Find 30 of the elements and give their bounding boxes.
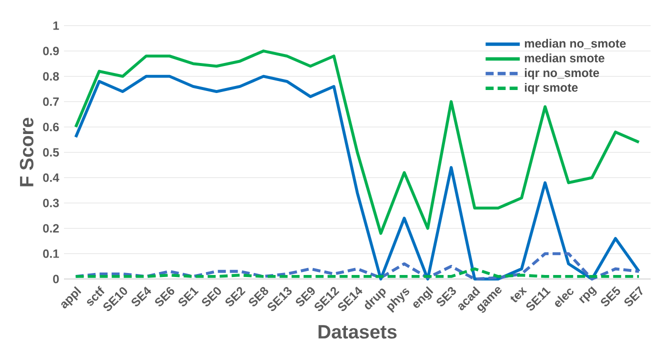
y-tick-label: 0.7 (43, 97, 59, 106)
y-tick-label: 0.8 (43, 72, 59, 81)
x-tick-label: SE1 (178, 287, 199, 306)
y-tick-label: 0.4 (43, 173, 60, 182)
legend-label: iqr no_smote (524, 68, 600, 80)
legend-label: median no_smote (524, 38, 626, 50)
x-tick-label: tex (510, 286, 528, 302)
y-tick-label: 0 (53, 274, 59, 284)
y-tick-label: 0.3 (43, 198, 59, 208)
x-tick-label: SE3 (436, 287, 456, 306)
x-axis-title: Datasets (318, 325, 397, 339)
x-tick-label: SE8 (248, 286, 268, 306)
x-tick-label: SE6 (155, 287, 174, 306)
x-tick-label: SE0 (202, 287, 221, 306)
y-axis-title: F Score (20, 118, 34, 186)
legend-label: median smote (524, 54, 604, 62)
x-tick-label: rpg (579, 286, 597, 304)
y-tick-label: 0.9 (43, 46, 59, 56)
line-series (74, 50, 640, 235)
y-tick-label: 0.6 (43, 122, 59, 132)
y-tick-label: 1 (53, 22, 59, 30)
x-tick-label: SE2 (225, 287, 246, 306)
x-tick-label: SE5 (600, 286, 620, 306)
legend-label: iqr smote (524, 82, 578, 94)
y-tick-label: 0.2 (43, 224, 59, 233)
y-tick-label: 0.1 (43, 249, 59, 258)
x-tick-label: elec (555, 288, 574, 307)
x-tick-label: SE9 (296, 287, 315, 306)
x-tick-label: SE4 (132, 286, 152, 306)
y-tick-label: 0.5 (43, 148, 59, 157)
